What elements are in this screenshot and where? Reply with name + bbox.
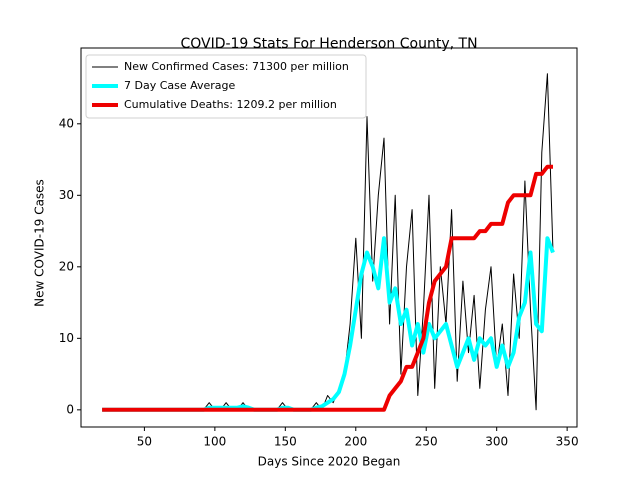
- y-axis-label: New COVID-19 Cases: [33, 179, 47, 307]
- x-tick-label: 50: [137, 435, 152, 449]
- legend-label: New Confirmed Cases: 71300 per million: [124, 60, 349, 73]
- y-tick-label: 20: [59, 259, 74, 273]
- y-tick-label: 40: [59, 116, 74, 130]
- x-tick-label: 100: [203, 435, 226, 449]
- x-tick-label: 250: [415, 435, 438, 449]
- x-axis-label: Days Since 2020 Began: [258, 455, 401, 469]
- legend-label: 7 Day Case Average: [124, 79, 236, 92]
- y-tick-label: 10: [59, 331, 74, 345]
- series-line: [102, 73, 554, 411]
- x-tick-label: 350: [556, 435, 579, 449]
- x-tick-label: 150: [274, 435, 297, 449]
- y-tick-label: 30: [59, 188, 74, 202]
- legend-label: Cumulative Deaths: 1209.2 per million: [124, 98, 337, 111]
- chart-title: COVID-19 Stats For Henderson County, TN: [180, 36, 477, 52]
- series-line: [102, 236, 555, 412]
- series-line: [102, 164, 553, 412]
- y-tick-label: 0: [66, 402, 74, 416]
- x-tick-label: 300: [485, 435, 508, 449]
- plot-frame: [80, 47, 578, 428]
- legend-box: [85, 54, 367, 119]
- x-tick-label: 200: [344, 435, 367, 449]
